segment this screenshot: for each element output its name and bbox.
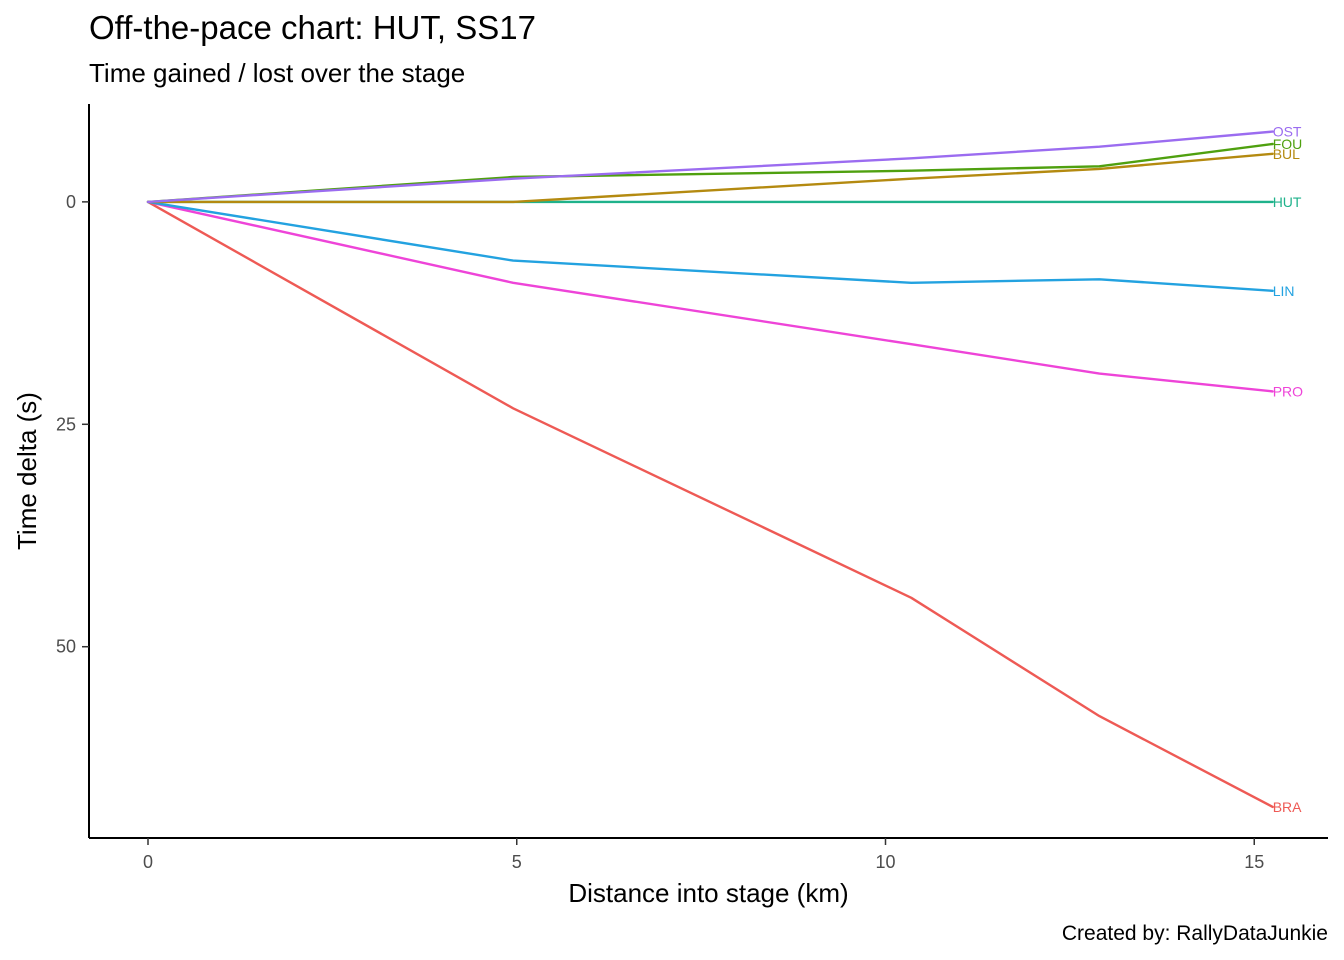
x-tick-label: 15 bbox=[1244, 852, 1264, 872]
axis-ticks: 0 5 10 15 0 25 50 bbox=[56, 192, 1264, 872]
chart-caption: Created by: RallyDataJunkie bbox=[1061, 922, 1328, 945]
axes bbox=[88, 104, 1328, 839]
series-label-lin: LIN bbox=[1273, 283, 1295, 299]
series-label-bul: BUL bbox=[1273, 146, 1300, 162]
x-tick-label: 5 bbox=[512, 852, 522, 872]
x-axis-title: Distance into stage (km) bbox=[568, 878, 848, 908]
y-tick-label: 25 bbox=[56, 414, 76, 434]
y-axis-title: Time delta (s) bbox=[12, 392, 42, 550]
series-line-bra bbox=[146, 200, 1274, 809]
series-label-bra: BRA bbox=[1273, 799, 1302, 815]
y-tick-label: 0 bbox=[66, 192, 76, 212]
series-label-ost: OST bbox=[1273, 124, 1302, 140]
chart-subtitle: Time gained / lost over the stage bbox=[89, 58, 466, 88]
series-label-fou: FOU bbox=[1273, 136, 1303, 152]
series-line-lin bbox=[146, 200, 1274, 292]
series-label-pro: PRO bbox=[1273, 383, 1303, 399]
x-tick-label: 10 bbox=[875, 852, 895, 872]
series-line-ost bbox=[146, 130, 1274, 204]
x-tick-label: 0 bbox=[143, 852, 153, 872]
series-line-fou bbox=[146, 142, 1274, 204]
y-tick-label: 50 bbox=[56, 637, 76, 657]
chart-title: Off-the-pace chart: HUT, SS17 bbox=[89, 9, 536, 46]
series-line-bul bbox=[146, 152, 1274, 204]
series-label-hut: HUT bbox=[1273, 194, 1302, 210]
series-line-pro bbox=[146, 200, 1274, 393]
series-lines bbox=[146, 130, 1274, 809]
